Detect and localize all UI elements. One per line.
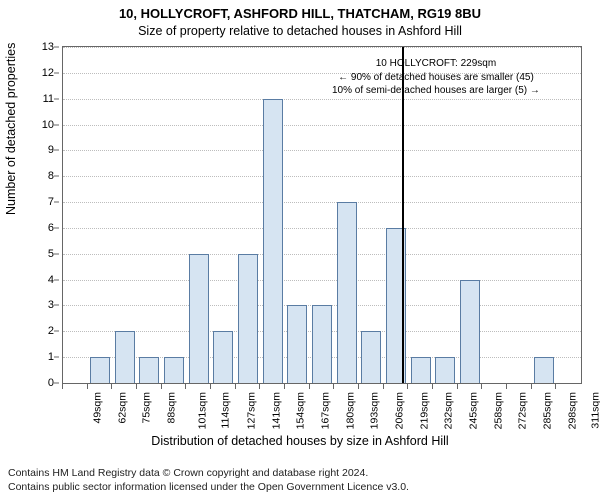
x-tick: 154sqm bbox=[295, 392, 307, 429]
histogram-bar bbox=[238, 254, 258, 383]
x-tick-mark bbox=[284, 384, 285, 389]
histogram-bar bbox=[460, 280, 480, 383]
x-tick-mark bbox=[555, 384, 556, 389]
annotation-line-3: 10% of semi-detached houses are larger (… bbox=[306, 84, 566, 98]
y-tick: 11 bbox=[43, 93, 54, 105]
x-tick: 285sqm bbox=[541, 392, 553, 429]
x-tick-mark bbox=[432, 384, 433, 389]
gridline bbox=[63, 280, 581, 281]
x-tick: 219sqm bbox=[418, 392, 430, 429]
x-tick-mark bbox=[383, 384, 384, 389]
x-tick-mark bbox=[235, 384, 236, 389]
x-tick: 180sqm bbox=[344, 392, 356, 429]
gridline bbox=[63, 150, 581, 151]
histogram-bar bbox=[189, 254, 209, 383]
gridline bbox=[63, 176, 581, 177]
histogram-bar bbox=[164, 357, 184, 383]
x-tick: 127sqm bbox=[245, 392, 257, 429]
x-tick-mark bbox=[161, 384, 162, 389]
x-tick: 258sqm bbox=[492, 392, 504, 429]
x-axis-label: Distribution of detached houses by size … bbox=[0, 434, 600, 448]
plot-area: 10 HOLLYCROFT: 229sqm← 90% of detached h… bbox=[62, 46, 582, 384]
x-tick: 206sqm bbox=[393, 392, 405, 429]
histogram-bar bbox=[263, 99, 283, 383]
y-tick-mark bbox=[54, 331, 59, 332]
y-tick-mark bbox=[54, 124, 59, 125]
x-tick-mark bbox=[481, 384, 482, 389]
chart-footer: Contains HM Land Registry data © Crown c… bbox=[8, 466, 592, 494]
x-tick-mark bbox=[358, 384, 359, 389]
histogram-bar bbox=[435, 357, 455, 383]
chart-title-main: 10, HOLLYCROFT, ASHFORD HILL, THATCHAM, … bbox=[0, 6, 600, 21]
gridline bbox=[63, 202, 581, 203]
x-tick-mark bbox=[62, 384, 63, 389]
y-tick-mark bbox=[54, 98, 59, 99]
y-tick-mark bbox=[54, 47, 59, 48]
y-tick-mark bbox=[54, 150, 59, 151]
x-tick-mark bbox=[136, 384, 137, 389]
gridline bbox=[63, 228, 581, 229]
x-tick-mark bbox=[111, 384, 112, 389]
histogram-bar bbox=[139, 357, 159, 383]
histogram-bar bbox=[411, 357, 431, 383]
y-tick-mark bbox=[54, 253, 59, 254]
y-tick-mark bbox=[54, 72, 59, 73]
x-tick-mark bbox=[309, 384, 310, 389]
x-tick: 232sqm bbox=[443, 392, 455, 429]
y-tick: 10 bbox=[42, 119, 54, 131]
chart-title-sub: Size of property relative to detached ho… bbox=[0, 24, 600, 38]
x-tick: 272sqm bbox=[517, 392, 529, 429]
annotation-line-2: ← 90% of detached houses are smaller (45… bbox=[306, 71, 566, 85]
x-tick-mark bbox=[506, 384, 507, 389]
chart-container: 10, HOLLYCROFT, ASHFORD HILL, THATCHAM, … bbox=[0, 0, 600, 500]
x-tick: 298sqm bbox=[566, 392, 578, 429]
x-tick: 311sqm bbox=[590, 392, 600, 429]
y-tick: 12 bbox=[42, 67, 54, 79]
x-tick: 193sqm bbox=[369, 392, 381, 429]
x-tick-mark bbox=[531, 384, 532, 389]
y-tick-mark bbox=[54, 279, 59, 280]
y-tick-mark bbox=[54, 305, 59, 306]
footer-line-2: Contains public sector information licen… bbox=[8, 480, 592, 494]
x-tick-mark bbox=[407, 384, 408, 389]
histogram-bar bbox=[534, 357, 554, 383]
y-tick-mark bbox=[54, 357, 59, 358]
property-annotation: 10 HOLLYCROFT: 229sqm← 90% of detached h… bbox=[306, 57, 566, 98]
x-tick-mark bbox=[210, 384, 211, 389]
y-tick-labels: 012345678910111213 bbox=[0, 46, 58, 384]
x-tick: 167sqm bbox=[319, 392, 331, 429]
x-tick-mark bbox=[457, 384, 458, 389]
x-tick: 141sqm bbox=[270, 392, 282, 429]
histogram-bar bbox=[213, 331, 233, 383]
x-tick: 101sqm bbox=[196, 392, 208, 429]
histogram-bar bbox=[312, 305, 332, 383]
histogram-bar bbox=[337, 202, 357, 383]
y-tick: 13 bbox=[42, 41, 54, 53]
x-tick: 75sqm bbox=[141, 392, 153, 424]
x-tick-mark bbox=[185, 384, 186, 389]
histogram-bar bbox=[115, 331, 135, 383]
gridline bbox=[63, 99, 581, 100]
x-tick: 245sqm bbox=[467, 392, 479, 429]
histogram-bar bbox=[90, 357, 110, 383]
footer-line-1: Contains HM Land Registry data © Crown c… bbox=[8, 466, 592, 480]
x-tick: 62sqm bbox=[116, 392, 128, 424]
x-tick-labels: 49sqm 62sqm 75sqm 88sqm 101sqm 114sqm 127sqm 14… bbox=[62, 384, 582, 434]
histogram-bar bbox=[287, 305, 307, 383]
gridline bbox=[63, 47, 581, 48]
x-tick: 49sqm bbox=[92, 392, 104, 424]
histogram-bar bbox=[361, 331, 381, 383]
annotation-line-1: 10 HOLLYCROFT: 229sqm bbox=[306, 57, 566, 71]
gridline bbox=[63, 125, 581, 126]
gridline bbox=[63, 254, 581, 255]
y-tick-mark bbox=[54, 202, 59, 203]
x-tick-mark bbox=[333, 384, 334, 389]
x-tick: 88sqm bbox=[166, 392, 178, 424]
x-tick-mark bbox=[259, 384, 260, 389]
x-tick: 114sqm bbox=[220, 392, 232, 429]
y-tick-mark bbox=[54, 227, 59, 228]
y-tick-mark bbox=[54, 383, 59, 384]
x-tick-mark bbox=[87, 384, 88, 389]
y-tick-mark bbox=[54, 176, 59, 177]
